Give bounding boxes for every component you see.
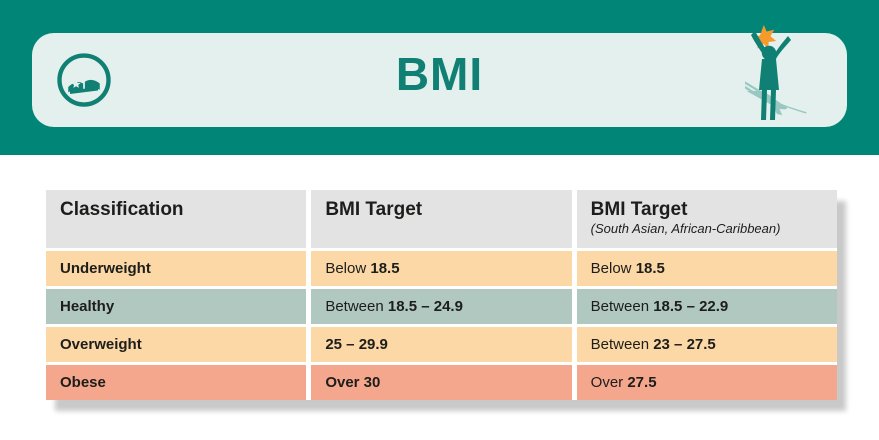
table-row-south-asian-target: Below 18.5 bbox=[576, 251, 837, 286]
person-raising-star-icon bbox=[728, 23, 807, 135]
table-row-classification: Obese bbox=[46, 365, 307, 400]
table-row-classification: Overweight bbox=[46, 327, 307, 362]
table-row-south-asian-target: Between 18.5 – 22.9 bbox=[576, 289, 837, 324]
open-book-icon bbox=[56, 52, 112, 108]
column-header-bmi-target-south-asian: BMI Target (South Asian, African-Caribbe… bbox=[576, 190, 837, 248]
table-row-standard-target: Below 18.5 bbox=[311, 251, 572, 286]
table-row-south-asian-target: Over 27.5 bbox=[576, 365, 837, 400]
table-row-classification: Healthy bbox=[46, 289, 307, 324]
header-pill: BMI bbox=[32, 24, 847, 127]
table-row-standard-target: 25 – 29.9 bbox=[311, 327, 572, 362]
bmi-classification-table: Classification BMI Target BMI Target (So… bbox=[46, 190, 837, 400]
column-header-bmi-target: BMI Target bbox=[311, 190, 572, 248]
table-row-classification: Underweight bbox=[46, 251, 307, 286]
page-title: BMI bbox=[395, 48, 484, 100]
table-row-south-asian-target: Between 23 – 27.5 bbox=[576, 327, 837, 362]
star-icon bbox=[752, 24, 777, 50]
column-header-subtitle: (South Asian, African-Caribbean) bbox=[590, 221, 781, 236]
column-header-classification: Classification bbox=[46, 190, 307, 248]
table-row-standard-target: Between 18.5 – 24.9 bbox=[311, 289, 572, 324]
table-row-standard-target: Over 30 bbox=[311, 365, 572, 400]
header-banner: BMI bbox=[0, 0, 879, 155]
